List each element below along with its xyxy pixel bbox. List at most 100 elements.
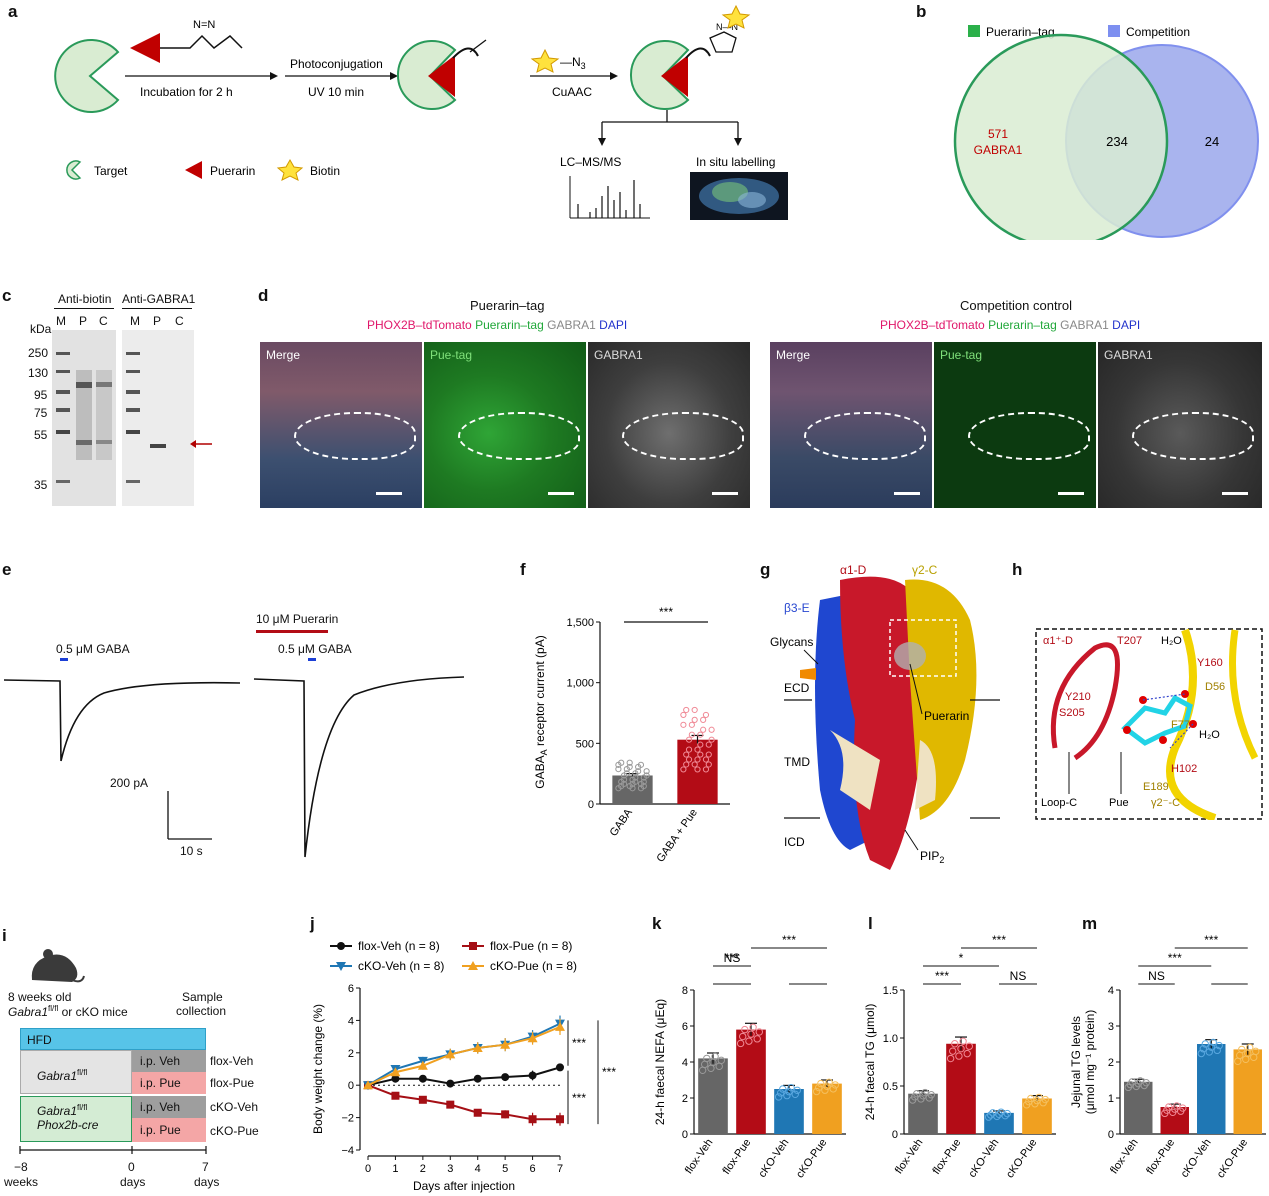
timeline-axis — [19, 1146, 207, 1154]
data-point — [680, 721, 687, 728]
chart-l: 0 0.5 1.0 1.5 flox-Veh flox-Pue cKO-Veh cKO-Pue… — [863, 933, 1056, 1180]
data-point — [705, 751, 712, 758]
y-axis-title-line1: Jejunal TG levels — [1069, 1016, 1083, 1108]
data-point — [685, 746, 693, 753]
hfd-bar: HFD — [20, 1028, 206, 1050]
data-point — [747, 1030, 755, 1038]
x-tick-label: 3 — [447, 1163, 453, 1175]
legend-label-3: cKO-Pue (n = 8) — [490, 959, 577, 973]
series-line-1 — [367, 1084, 560, 1121]
data-point — [615, 766, 622, 773]
bar-flox-veh — [698, 1058, 728, 1134]
e-scale-y-label: 200 pA — [110, 776, 149, 790]
data-point — [755, 1028, 763, 1036]
x-tick-label: flox-Veh — [1108, 1137, 1141, 1176]
y-tick-label: 0 — [1108, 1129, 1114, 1141]
data-point — [829, 1085, 837, 1093]
data-point — [697, 731, 704, 738]
data-point — [989, 1109, 997, 1117]
pue-label: Pue — [1109, 797, 1129, 809]
data-point — [815, 1083, 823, 1092]
marker-250: 250 — [28, 346, 49, 360]
lane2-p: P — [153, 314, 162, 328]
data-point — [705, 761, 712, 768]
data-point — [1246, 1043, 1254, 1052]
marker-55: 55 — [34, 428, 48, 442]
geno-cko-box: Gabra1fl/fl Phox2b-cre — [20, 1096, 132, 1142]
x-tick-label: 0 — [365, 1163, 371, 1175]
data-point — [703, 1054, 711, 1063]
data-point — [643, 772, 650, 779]
y-tick-label: 0 — [682, 1129, 688, 1141]
series-point-1 — [418, 1095, 427, 1104]
series-line-3 — [367, 1025, 561, 1087]
marker-95: 95 — [34, 388, 48, 402]
chain-g2-label: γ2-C — [912, 563, 938, 577]
sig-label-3: *** — [602, 1065, 616, 1079]
y-tick-label: 0.5 — [883, 1081, 898, 1093]
series-point-0 — [446, 1079, 455, 1088]
data-point — [702, 711, 710, 719]
y-tick-label: 0 — [892, 1129, 898, 1141]
data-point — [774, 1093, 783, 1101]
series-point-3 — [445, 1049, 456, 1059]
cryoem-structure: β3-E α1-D γ2-C Glycans Puerarin ECD TMD … — [770, 563, 1000, 870]
group-flox-veh: flox-Veh — [210, 1054, 254, 1068]
x-axis-title: Days after injection — [413, 1179, 515, 1193]
bar-cko-pue — [1233, 1049, 1262, 1134]
target-protein-3 — [630, 40, 690, 110]
x-tick-label: flox-Pue — [720, 1137, 753, 1177]
binding-site-box — [889, 619, 957, 677]
lane1-p: P — [79, 314, 88, 328]
data-point — [785, 1087, 793, 1096]
lipid-density-1 — [830, 730, 880, 810]
x-tick-label: flox-Pue — [930, 1137, 963, 1177]
data-point — [736, 1039, 745, 1048]
x-tick-label: 6 — [530, 1163, 536, 1175]
chart-m: 0 1 2 3 4 flox-Veh flox-Pue cKO-Veh cKO-Pue *** **… — [1069, 933, 1266, 1180]
pip2-label: PIP2 — [920, 849, 944, 865]
series-point-3 — [500, 1039, 511, 1049]
series-point-3 — [472, 1042, 483, 1052]
e-puerarin-label: 10 μM Puerarin — [256, 612, 339, 626]
series-point-1 — [473, 1108, 482, 1117]
group-cko-veh: cKO-Veh — [210, 1100, 259, 1114]
panel-b-letter: b — [916, 2, 927, 21]
res-e189: E189 — [1143, 781, 1169, 793]
series-point-1 — [556, 1115, 564, 1124]
x-tick-label: cKO-Pue — [794, 1137, 829, 1180]
step2-top-text: Photoconjugation — [290, 57, 383, 71]
data-point — [717, 1056, 725, 1065]
data-point — [685, 736, 693, 743]
data-point — [683, 751, 690, 758]
venn-puerarin-circle — [953, 33, 1169, 240]
x-tick-label: 4 — [475, 1163, 481, 1175]
data-point — [626, 763, 633, 771]
sig-label-0: *** — [992, 933, 1006, 947]
data-point — [632, 778, 639, 785]
data-point — [1213, 1046, 1221, 1055]
diazirine-text: N=N — [193, 19, 215, 31]
y-tick-label: 8 — [682, 985, 688, 997]
e-scale-x-label: 10 s — [180, 844, 203, 858]
series-point-0 — [473, 1074, 482, 1083]
data-point — [987, 1111, 995, 1119]
data-point — [949, 1047, 957, 1055]
data-point — [791, 1090, 799, 1098]
f-ylabel: GABAA receptor current (pA) — [533, 635, 549, 788]
loop-c-ribbon — [1050, 642, 1120, 761]
t0-unit: weeks — [4, 1175, 39, 1189]
res-s205: S205 — [1059, 707, 1085, 719]
data-point — [697, 741, 704, 748]
legend-puerarin-tag: Puerarin–tag — [986, 25, 1055, 39]
data-point — [812, 1087, 821, 1096]
data-point — [1205, 1048, 1213, 1056]
image-merge-1: Merge — [260, 342, 422, 508]
y-tick-label: 0 — [348, 1080, 354, 1092]
panel-f-letter: f — [520, 560, 526, 579]
data-point — [1199, 1045, 1207, 1053]
panel-h-letter: h — [1012, 560, 1023, 579]
y-tick-label: 6 — [348, 983, 354, 995]
data-point — [749, 1023, 757, 1031]
ecd-label: ECD — [784, 681, 810, 695]
